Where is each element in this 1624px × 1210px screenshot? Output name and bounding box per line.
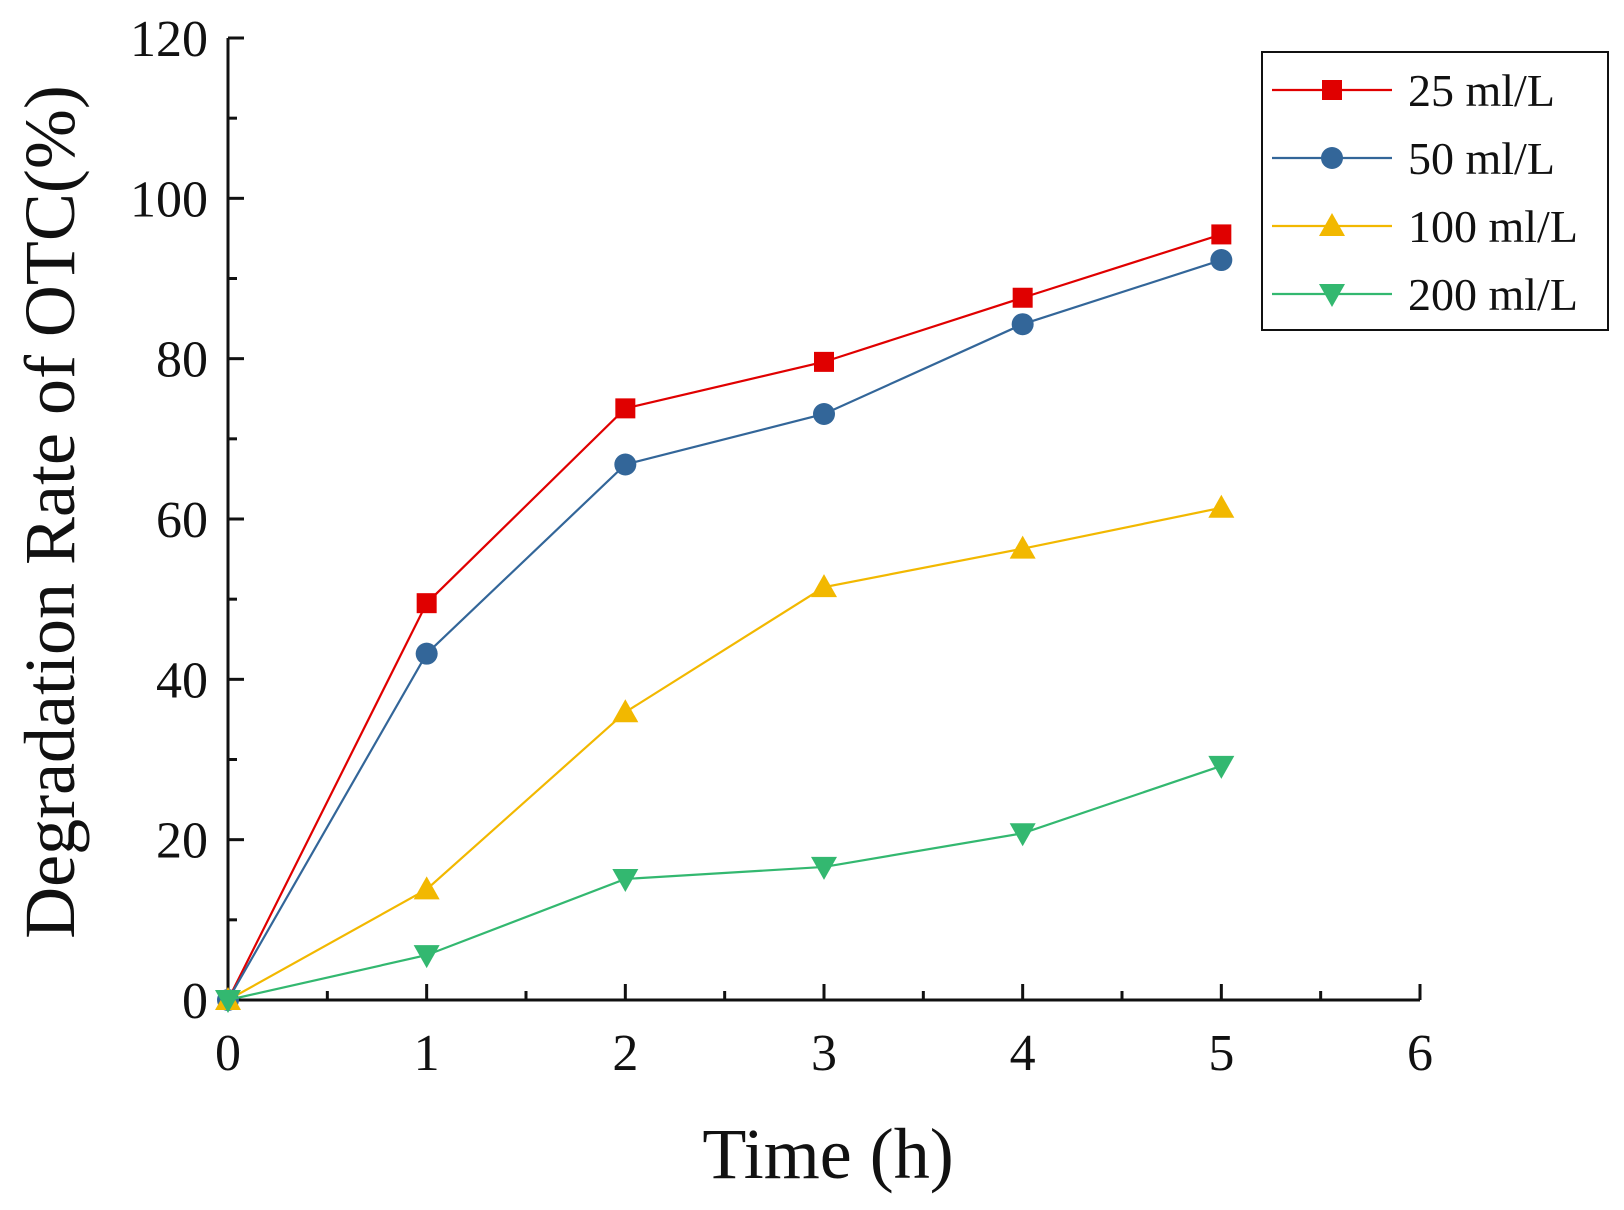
- data-point-100-ml-l: [1009, 535, 1036, 559]
- data-point-200-ml-l: [811, 856, 837, 880]
- data-point-200-ml-l: [215, 990, 241, 1013]
- series-line-50-ml-l: [227, 259, 1222, 1001]
- series-50-ml-l: [217, 249, 1233, 1011]
- legend-box: [1261, 51, 1609, 331]
- x-tick-label: 6: [1407, 1025, 1433, 1082]
- legend-marker-50-ml-l: [1321, 147, 1343, 169]
- data-point-25-ml-l: [1012, 287, 1033, 308]
- y-tick-label: 80: [156, 332, 208, 389]
- legend: 25 ml/L 50 ml/L 100 ml/L 200 ml/L: [1261, 51, 1609, 331]
- legend-label-200-ml-l: 200 ml/L: [1408, 269, 1578, 320]
- data-point-50-ml-l: [1210, 249, 1233, 272]
- y-tick-label: 100: [130, 171, 208, 228]
- data-point-50-ml-l: [1011, 313, 1034, 336]
- series-25-ml-l: [218, 224, 1232, 1010]
- series-200-ml-l: [215, 755, 1235, 1013]
- legend-marker-25-ml-l: [1322, 80, 1342, 100]
- data-point-25-ml-l: [814, 351, 834, 372]
- x-tick-label: 0: [215, 1025, 241, 1082]
- data-point-25-ml-l: [416, 593, 437, 614]
- x-tick-label: 3: [811, 1025, 837, 1082]
- x-tick-label: 4: [1010, 1025, 1036, 1082]
- data-point-50-ml-l: [813, 402, 835, 425]
- x-axis-title: Time (h): [702, 1114, 953, 1194]
- legend-label-50-ml-l: 50 ml/L: [1408, 133, 1555, 184]
- data-point-200-ml-l: [1208, 755, 1235, 779]
- x-tick-label: 2: [612, 1025, 638, 1082]
- legend-marker-100-ml-l: [1319, 213, 1345, 236]
- data-point-100-ml-l: [1208, 494, 1235, 518]
- data-point-200-ml-l: [1009, 823, 1036, 847]
- x-tick-label: 1: [414, 1025, 440, 1082]
- data-point-50-ml-l: [415, 642, 438, 665]
- series-100-ml-l: [215, 494, 1235, 1010]
- data-point-100-ml-l: [413, 876, 440, 900]
- legend-marker-200-ml-l: [1319, 284, 1345, 307]
- y-tick-label: 0: [182, 973, 208, 1030]
- series-line-200-ml-l: [227, 764, 1222, 1002]
- series-line-100-ml-l: [227, 506, 1222, 1001]
- data-point-50-ml-l: [614, 453, 637, 476]
- data-point-25-ml-l: [615, 398, 636, 419]
- data-point-200-ml-l: [413, 945, 440, 969]
- legend-label-100-ml-l: 100 ml/L: [1408, 201, 1578, 252]
- y-tick-label: 20: [156, 813, 208, 870]
- series-line-25-ml-l: [227, 233, 1222, 1001]
- data-point-100-ml-l: [811, 574, 837, 598]
- data-point-200-ml-l: [612, 868, 639, 892]
- y-tick-label: 60: [156, 492, 208, 549]
- y-axis-title: Degradation Rate of OTC(%): [10, 85, 90, 939]
- data-point-25-ml-l: [1211, 224, 1232, 245]
- x-tick-label: 5: [1208, 1025, 1234, 1082]
- series-layer: [215, 224, 1235, 1013]
- data-point-100-ml-l: [612, 699, 639, 723]
- legend-label-25-ml-l: 25 ml/L: [1408, 65, 1555, 116]
- y-tick-label: 40: [156, 652, 208, 709]
- y-tick-label: 120: [130, 11, 208, 68]
